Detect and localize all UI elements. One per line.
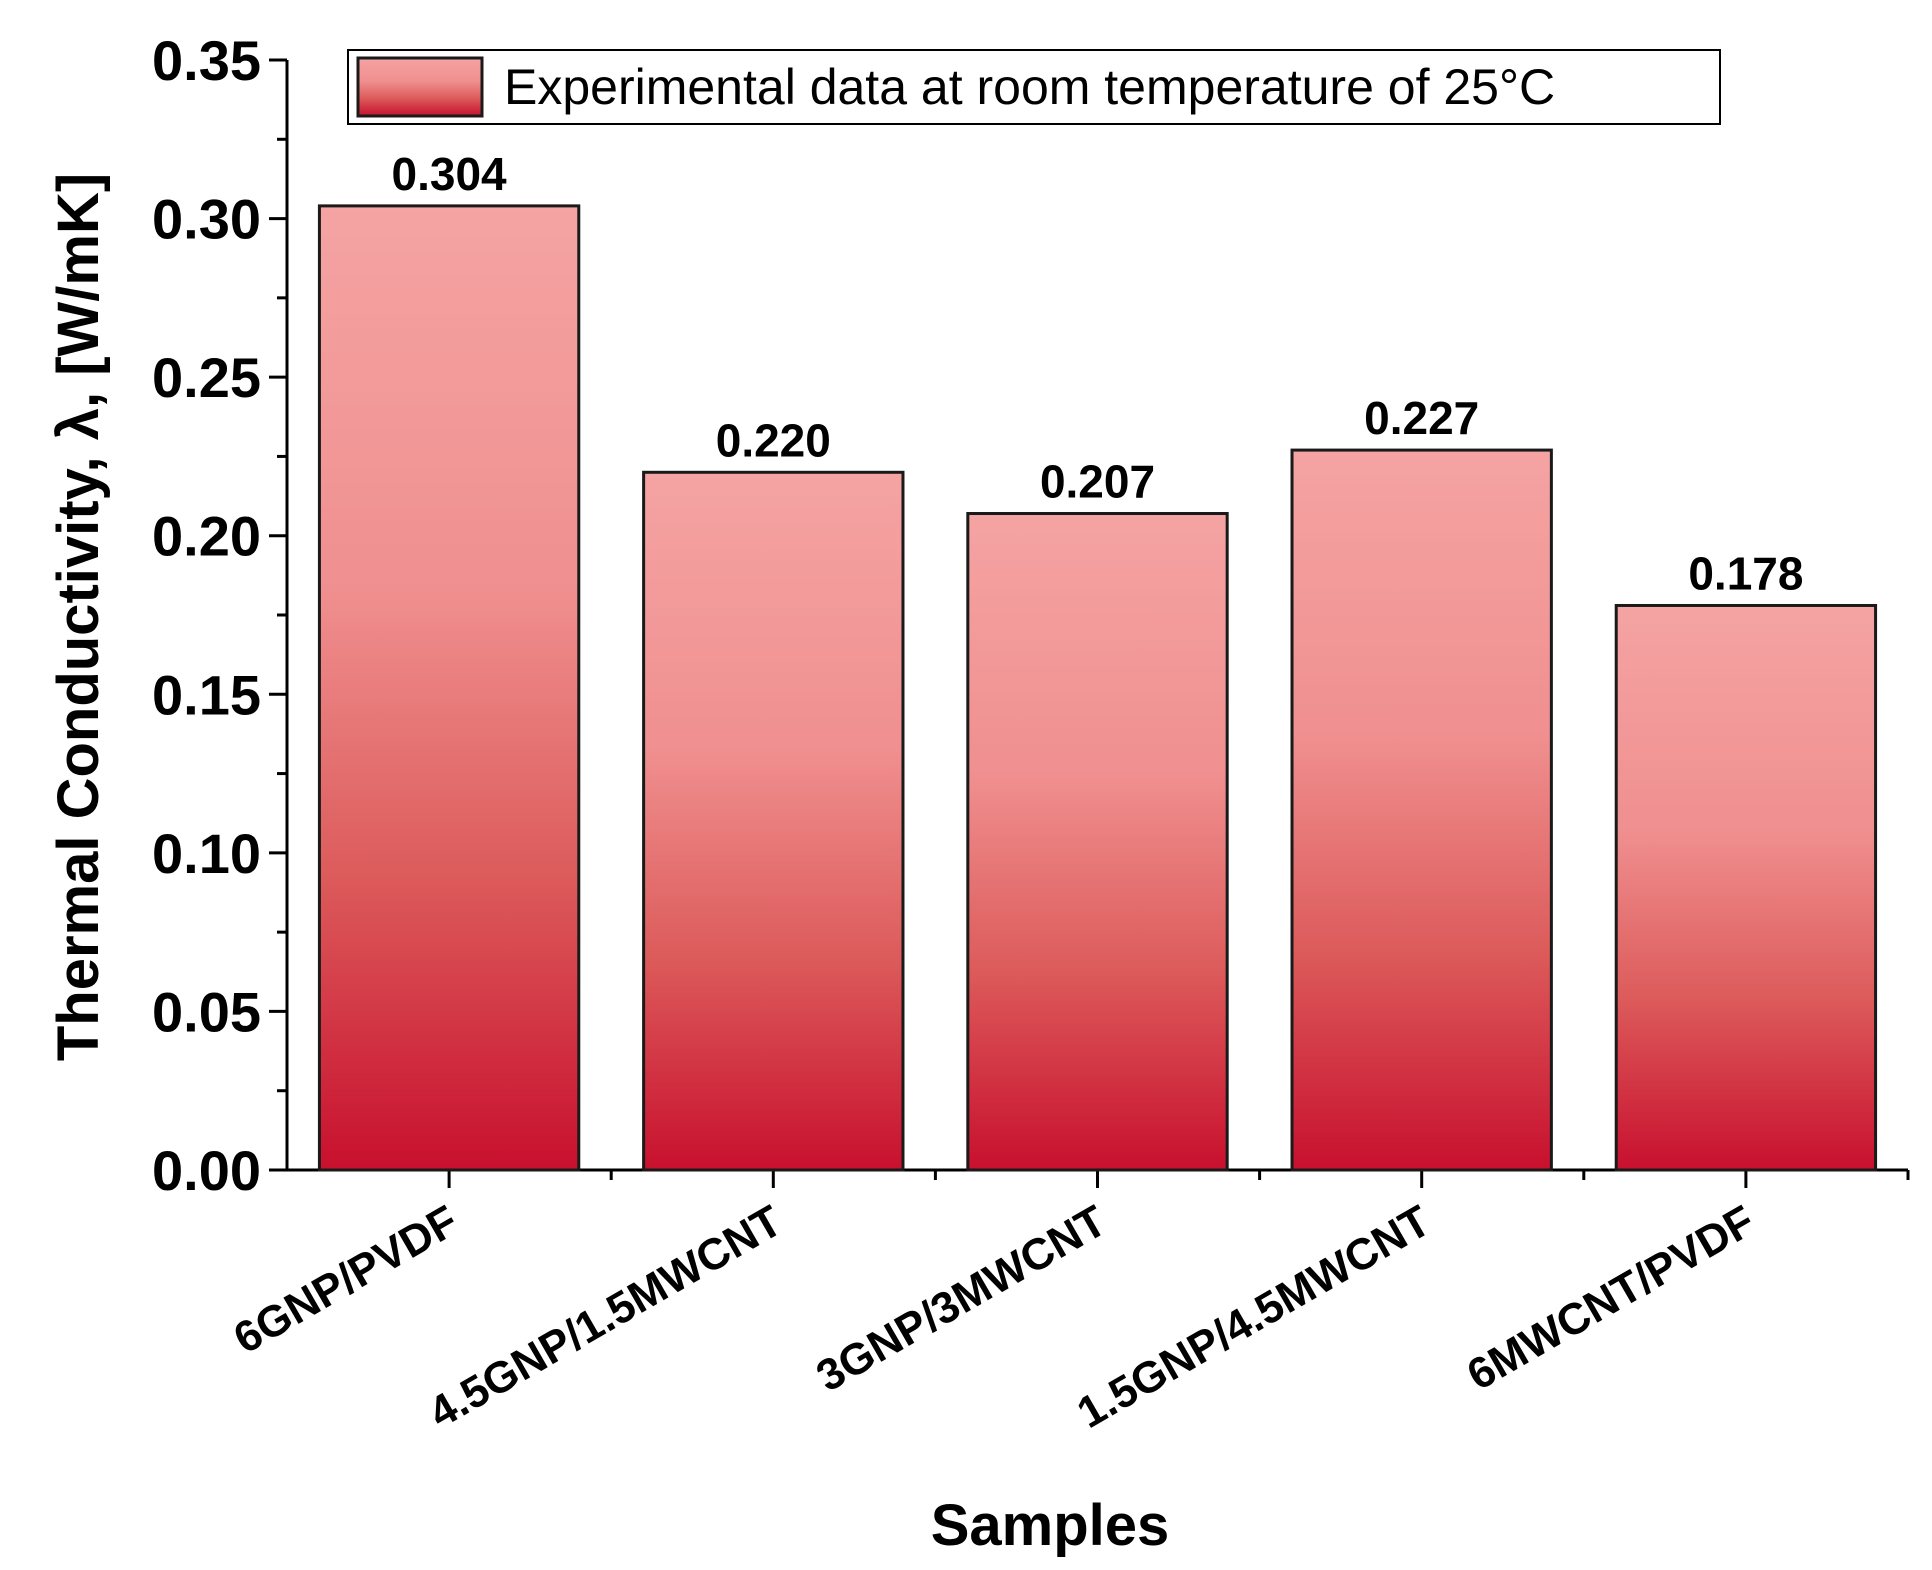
bar [966, 512, 1229, 1172]
bars [317, 204, 1878, 1172]
y-tick-label: 0.20 [152, 505, 261, 568]
y-axis-title: Thermal Conductivity, λ, [W/mK] [46, 173, 111, 1061]
x-tick-label: 4.5GNP/1.5MWCNT [421, 1196, 791, 1438]
y-tick-label: 0.25 [152, 346, 261, 409]
x-tick-label: 6GNP/PVDF [226, 1196, 466, 1363]
data-label: 0.220 [716, 414, 831, 466]
y-tick-label: 0.35 [152, 29, 261, 92]
y-tick-label: 0.10 [152, 822, 261, 885]
data-label: 0.304 [392, 148, 508, 200]
legend-label: Experimental data at room temperature of… [504, 59, 1555, 115]
data-label: 0.178 [1688, 547, 1803, 599]
bar [1614, 603, 1878, 1172]
bar [317, 204, 581, 1172]
data-label: 0.207 [1040, 456, 1155, 508]
x-tick-label: 3GNP/3MWCNT [808, 1196, 1114, 1401]
x-axis-title: Samples [931, 1493, 1170, 1558]
x-tick-label: 6MWCNT/PVDF [1459, 1196, 1763, 1400]
y-tick-label: 0.05 [152, 980, 261, 1043]
y-tick-label: 0.30 [152, 188, 261, 251]
legend-swatch [356, 56, 484, 118]
legend: Experimental data at room temperature of… [347, 49, 1721, 125]
bar [642, 470, 905, 1172]
y-tick-label: 0.15 [152, 663, 261, 726]
data-label: 0.227 [1364, 392, 1479, 444]
bar [1290, 448, 1553, 1172]
axes: 0.00 0.05 0.10 0.15 0.20 0.25 0.30 0.35 [152, 29, 1910, 1202]
legend-frame [347, 49, 1721, 125]
x-tick-label: 1.5GNP/4.5MWCNT [1069, 1196, 1439, 1438]
y-tick-label: 0.00 [152, 1139, 261, 1202]
